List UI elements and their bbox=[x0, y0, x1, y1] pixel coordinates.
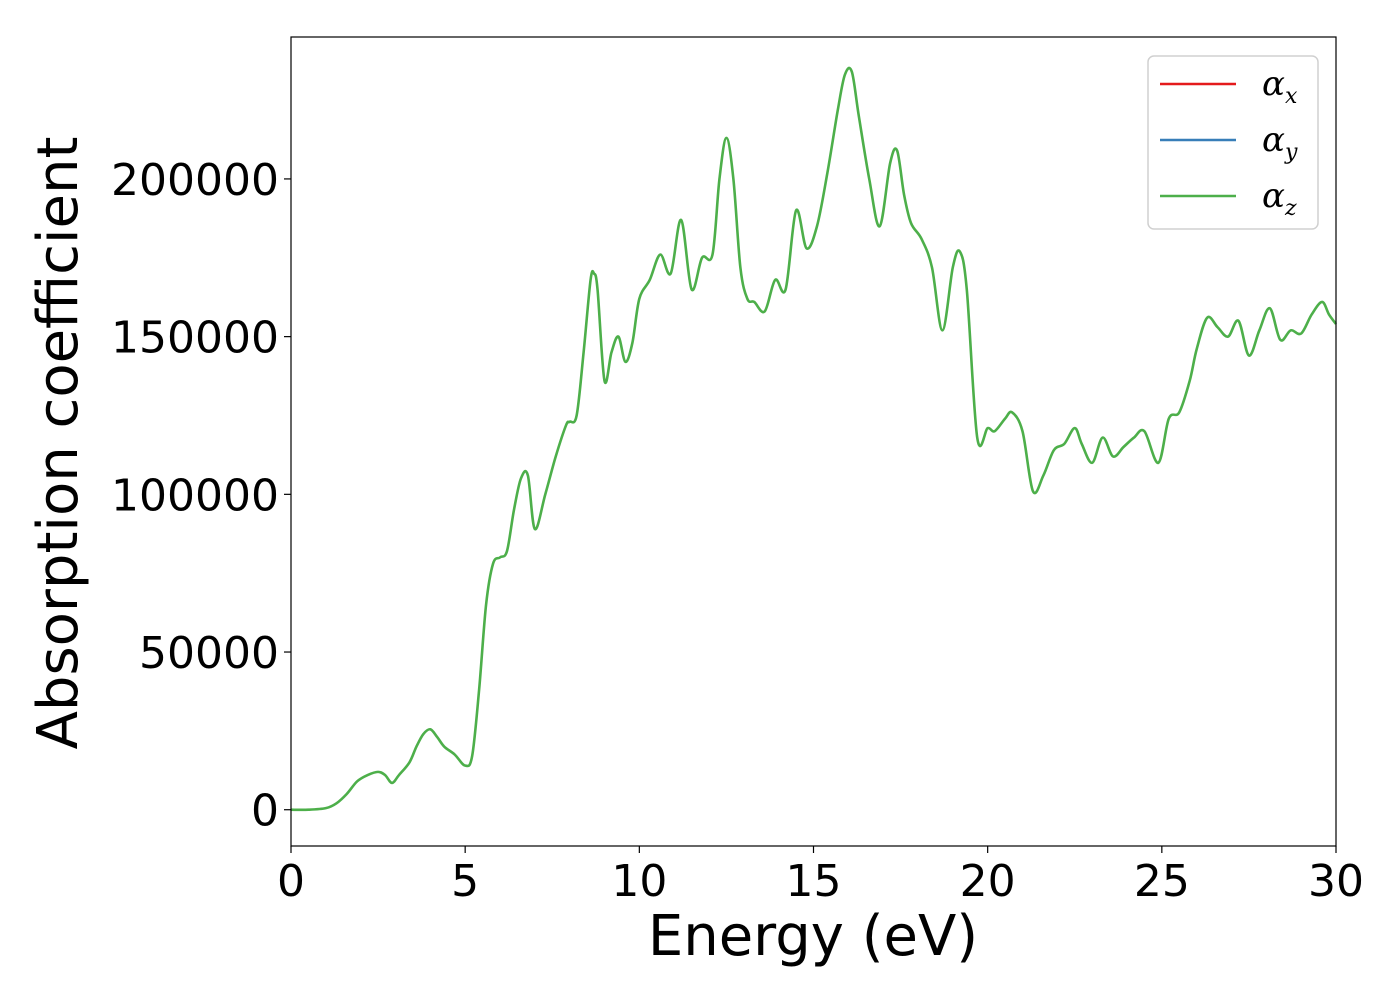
y-tick-label: 50000 bbox=[139, 628, 279, 679]
legend-box bbox=[1147, 55, 1319, 230]
plot-frame bbox=[290, 36, 1337, 847]
y-tick-label: 200000 bbox=[111, 155, 279, 206]
legend-subscript: z bbox=[1284, 196, 1297, 221]
legend-subscript: y bbox=[1284, 140, 1298, 165]
y-tick-label: 100000 bbox=[111, 470, 279, 521]
y-ticks: 0 50000 100000 150000 200000 bbox=[111, 155, 291, 837]
legend-label: αz bbox=[1262, 176, 1297, 221]
series-line bbox=[290, 66, 1338, 812]
plot-lines bbox=[290, 66, 1338, 812]
x-tick-label: 20 bbox=[960, 856, 1016, 907]
x-tick-label: 0 bbox=[277, 856, 305, 907]
x-ticks: 0 5 10 15 20 25 30 bbox=[277, 846, 1364, 907]
x-axis-title: Energy (eV) bbox=[648, 904, 978, 969]
x-tick-label: 25 bbox=[1134, 856, 1190, 907]
legend-subscript: x bbox=[1285, 84, 1298, 109]
y-axis-title: Absorption coefficient bbox=[26, 137, 91, 750]
x-tick-label: 5 bbox=[451, 856, 479, 907]
y-tick-label: 0 bbox=[251, 786, 279, 837]
x-tick-label: 30 bbox=[1308, 856, 1364, 907]
y-tick-label: 150000 bbox=[111, 313, 279, 364]
x-tick-label: 15 bbox=[786, 856, 842, 907]
x-tick-label: 10 bbox=[611, 856, 667, 907]
